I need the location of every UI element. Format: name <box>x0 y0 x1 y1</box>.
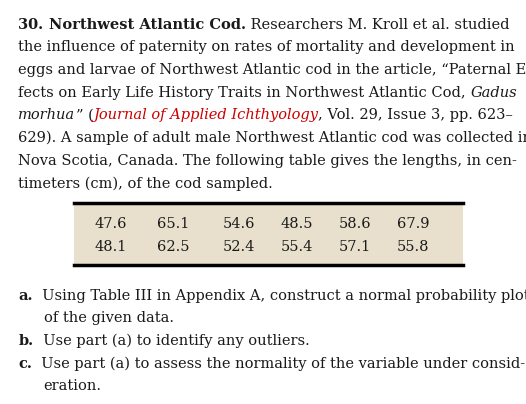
Text: 65.1: 65.1 <box>157 217 190 231</box>
Text: Gadus: Gadus <box>471 86 517 100</box>
Text: Use part (a) to identify any outliers.: Use part (a) to identify any outliers. <box>34 334 309 349</box>
Text: Nova Scotia, Canada. The following table gives the lengths, in cen-: Nova Scotia, Canada. The following table… <box>18 154 517 168</box>
Text: of the given data.: of the given data. <box>44 311 174 326</box>
Text: Journal of Applied Ichthyology: Journal of Applied Ichthyology <box>93 108 318 122</box>
Text: eggs and larvae of Northwest Atlantic cod in the article, “Paternal Ef-: eggs and larvae of Northwest Atlantic co… <box>18 63 526 77</box>
Text: 629). A sample of adult male Northwest Atlantic cod was collected in: 629). A sample of adult male Northwest A… <box>18 131 526 145</box>
Text: Researchers M. Kroll et al. studied: Researchers M. Kroll et al. studied <box>246 18 509 32</box>
Text: Use part (a) to assess the normality of the variable under consid-: Use part (a) to assess the normality of … <box>32 357 525 371</box>
Text: 57.1: 57.1 <box>339 240 371 254</box>
Text: eration.: eration. <box>44 379 102 393</box>
Text: 55.8: 55.8 <box>397 240 429 254</box>
Text: ” (: ” ( <box>76 108 93 122</box>
Text: c.: c. <box>18 357 32 371</box>
Text: fects on Early Life History Traits in Northwest Atlantic Cod,: fects on Early Life History Traits in No… <box>18 86 471 100</box>
Text: 30.: 30. <box>18 18 49 32</box>
Text: Northwest Atlantic Cod.: Northwest Atlantic Cod. <box>49 18 246 32</box>
Text: , Vol. 29, Issue 3, pp. 623–: , Vol. 29, Issue 3, pp. 623– <box>318 108 513 122</box>
Text: 55.4: 55.4 <box>281 240 313 254</box>
Text: 54.6: 54.6 <box>223 217 256 231</box>
Text: 67.9: 67.9 <box>397 217 429 231</box>
Text: b.: b. <box>18 334 34 348</box>
Text: 47.6: 47.6 <box>94 217 127 231</box>
Text: 52.4: 52.4 <box>223 240 256 254</box>
Text: 48.5: 48.5 <box>281 217 313 231</box>
Text: 48.1: 48.1 <box>94 240 127 254</box>
Text: morhua: morhua <box>18 108 76 122</box>
Text: the influence of paternity on rates of mortality and development in: the influence of paternity on rates of m… <box>18 40 515 55</box>
Text: a.: a. <box>18 289 33 303</box>
Text: timeters (cm), of the cod sampled.: timeters (cm), of the cod sampled. <box>18 176 273 191</box>
Text: Using Table III in Appendix A, construct a normal probability plot: Using Table III in Appendix A, construct… <box>33 289 526 303</box>
Text: 58.6: 58.6 <box>339 217 371 231</box>
Text: 62.5: 62.5 <box>157 240 190 254</box>
Bar <box>74 203 463 265</box>
